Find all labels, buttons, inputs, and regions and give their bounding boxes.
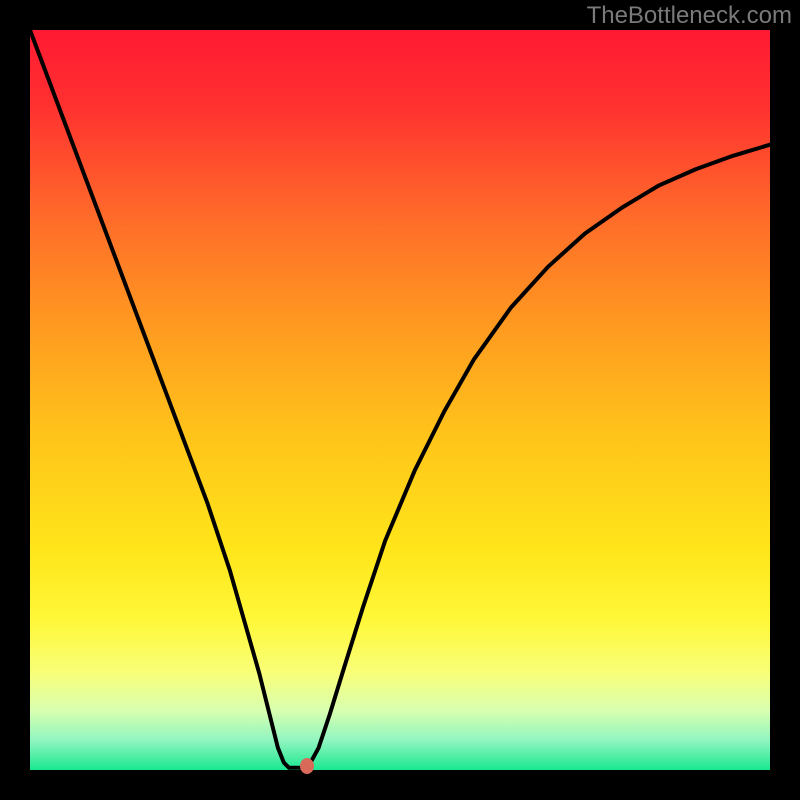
watermark-text: TheBottleneck.com	[587, 2, 792, 30]
optimum-marker	[300, 758, 314, 774]
chart-container: TheBottleneck.com	[0, 0, 800, 800]
plot-area	[30, 30, 770, 770]
bottleneck-curve	[30, 30, 770, 770]
